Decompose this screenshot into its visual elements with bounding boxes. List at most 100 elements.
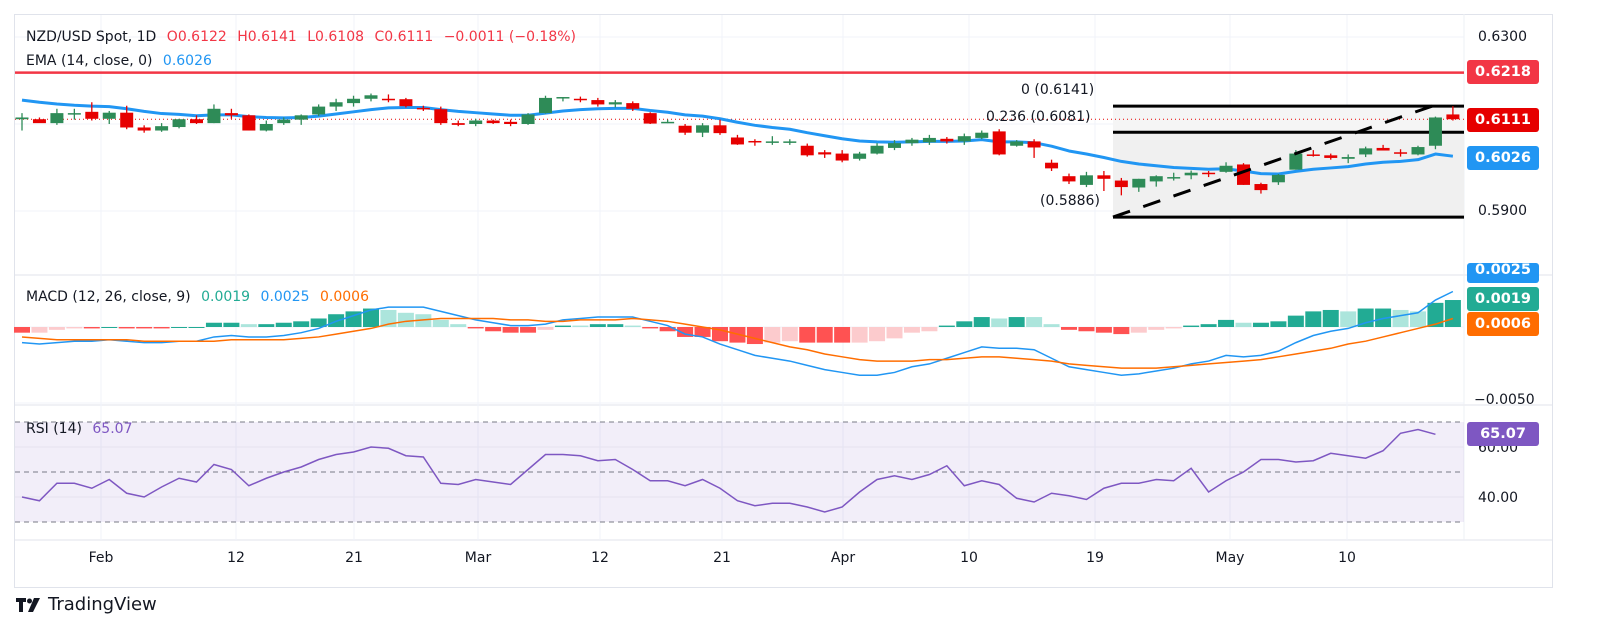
macd-histogram-bar xyxy=(1113,327,1130,335)
open-value: O0.6122 xyxy=(166,29,227,45)
macd-histogram-bar xyxy=(502,327,519,333)
candle-body xyxy=(67,113,81,115)
last-price-badge: 0.6111 xyxy=(1467,108,1539,132)
candle-body xyxy=(1446,114,1460,120)
candle-body xyxy=(573,98,587,101)
candle-body xyxy=(905,139,919,144)
ema-value: 0.6026 xyxy=(162,53,212,69)
candle-body xyxy=(15,117,29,120)
high-value: H0.6141 xyxy=(237,29,297,45)
macd-histogram-bar xyxy=(310,318,327,327)
macd-histogram-bar xyxy=(1008,317,1025,327)
candle-body xyxy=(1062,176,1076,182)
macd-hist-value: 0.0019 xyxy=(201,289,251,305)
macd-histogram-bar xyxy=(153,327,170,329)
tradingview-logo-icon xyxy=(16,597,40,612)
ema-label[interactable]: EMA (14, close, 0) xyxy=(26,53,153,69)
candle-body xyxy=(399,99,413,107)
rsi-line xyxy=(21,428,1436,513)
candle-body xyxy=(416,107,430,110)
candle-body xyxy=(50,113,64,124)
candle-body xyxy=(783,141,797,143)
candle-body xyxy=(975,132,989,138)
candle-body xyxy=(556,97,570,99)
macd-histogram-bar xyxy=(66,327,83,329)
change-value: −0.0011 (−0.18%) xyxy=(443,29,576,45)
macd-signal-badge: 0.0006 xyxy=(1467,312,1539,336)
candle-body xyxy=(364,95,378,99)
candle-body xyxy=(85,111,99,119)
candle-body xyxy=(155,126,169,131)
macd-histogram-bar xyxy=(1287,315,1304,327)
candle-body xyxy=(1376,147,1390,151)
candle-body xyxy=(504,121,518,124)
macd-histogram-bar xyxy=(799,327,816,343)
candle-body xyxy=(957,136,971,142)
macd-histogram-bar xyxy=(1305,311,1322,327)
candle-body xyxy=(748,140,762,143)
macd-label[interactable]: MACD (12, 26, close, 9) xyxy=(26,289,191,305)
candle-body xyxy=(1394,152,1408,154)
candle-body xyxy=(277,119,291,124)
candle-body xyxy=(818,152,832,155)
macd-histogram-bar xyxy=(973,317,990,327)
time-tick: Mar xyxy=(464,550,492,566)
fib-label-0236: 0.236 (0.6081) xyxy=(986,109,1091,125)
candle-body xyxy=(1428,117,1442,146)
macd-histogram-bar xyxy=(101,327,118,328)
candle-body xyxy=(1167,177,1181,179)
candle-body xyxy=(888,143,901,148)
macd-histogram-bar xyxy=(816,327,833,343)
macd-histogram-bar xyxy=(205,322,222,327)
macd-histogram-bar xyxy=(1061,327,1077,330)
macd-histogram-bar xyxy=(83,327,100,329)
candle-body xyxy=(486,120,500,124)
macd-histogram-bar xyxy=(1410,311,1426,327)
tradingview-logo[interactable]: TradingView xyxy=(16,594,157,615)
rsi-label[interactable]: RSI (14) xyxy=(26,421,82,437)
candle-body xyxy=(1254,184,1268,191)
candle-body xyxy=(1184,172,1198,176)
candle-body xyxy=(1324,155,1338,158)
candle-body xyxy=(730,137,744,145)
candle-body xyxy=(992,131,1006,155)
macd-histogram-bar xyxy=(781,327,798,342)
macd-histogram-bar xyxy=(694,327,711,337)
macd-histogram-bar xyxy=(991,318,1008,327)
macd-signal-value: 0.0006 xyxy=(320,289,369,305)
trend-line xyxy=(1112,104,1433,219)
candle-body xyxy=(643,113,657,124)
macd-histogram-bar xyxy=(1218,319,1235,327)
candle-body xyxy=(539,97,552,114)
macd-histogram-bar xyxy=(136,327,153,329)
macd-histogram-bar xyxy=(869,327,886,342)
candle-body xyxy=(1079,175,1093,185)
candle-body xyxy=(469,120,483,124)
candle-body xyxy=(1132,178,1146,188)
symbol-title[interactable]: NZD/USD Spot, 1D xyxy=(26,29,157,45)
candle-body xyxy=(1097,175,1111,179)
candle-body xyxy=(1202,172,1216,175)
candle-body xyxy=(242,115,256,131)
candle-body xyxy=(661,121,675,124)
macd-histogram-bar xyxy=(572,325,589,327)
candle-body xyxy=(922,137,936,143)
candle-body xyxy=(172,119,186,128)
candle-body xyxy=(1027,141,1041,148)
candle-body xyxy=(1289,153,1303,170)
macd-line xyxy=(21,290,1454,377)
time-tick: 12 xyxy=(591,550,609,566)
close-value: C0.6111 xyxy=(374,29,434,45)
candle-body xyxy=(224,113,238,116)
candle-body xyxy=(102,112,116,119)
macd-histogram-bar xyxy=(14,327,30,333)
candle-body xyxy=(1341,157,1355,159)
time-tick: 12 xyxy=(227,550,245,566)
candle-body xyxy=(207,108,221,124)
macd-histogram-bar xyxy=(764,327,781,343)
macd-histogram-bar xyxy=(1148,327,1165,330)
candle-body xyxy=(1149,176,1163,182)
candle-body xyxy=(1306,154,1320,156)
macd-histogram-bar xyxy=(1130,327,1147,333)
